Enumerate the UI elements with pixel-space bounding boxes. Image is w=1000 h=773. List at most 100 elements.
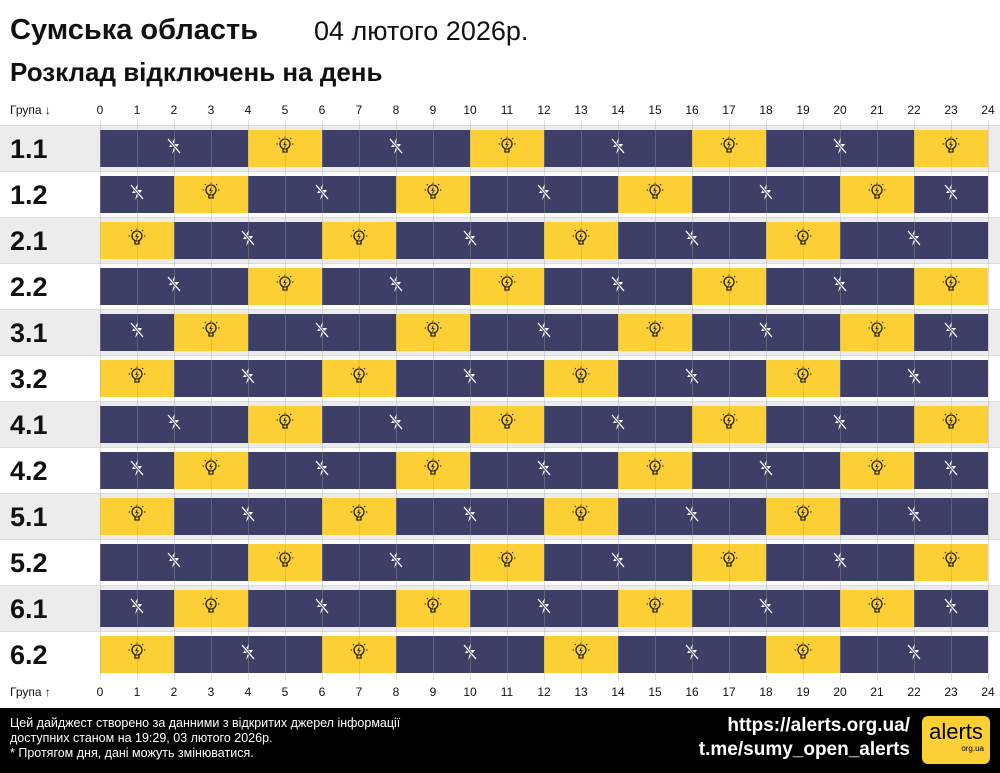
hour-tick-label: 20 (833, 103, 847, 117)
lightbulb-icon (867, 182, 887, 207)
power-off-segment (914, 590, 988, 627)
hour-tick-label: 1 (133, 103, 141, 117)
lightbulb-icon (941, 136, 961, 161)
power-off-segment (470, 452, 618, 489)
power-on-segment (544, 636, 618, 673)
hour-tick-label: 5 (281, 103, 289, 117)
group-label: 1.1 (10, 134, 48, 164)
power-on-segment (914, 544, 988, 581)
no-power-icon (758, 183, 774, 206)
group-label: 3.2 (10, 364, 48, 394)
lightbulb-icon (497, 412, 517, 437)
telegram-link[interactable]: t.me/sumy_open_alerts (698, 739, 910, 760)
power-off-segment (544, 544, 692, 581)
power-on-segment (470, 130, 544, 167)
group-row-3.2: 3.2 (0, 355, 1000, 401)
power-off-segment (470, 176, 618, 213)
power-on-segment (322, 360, 396, 397)
footer-note: Цей дайджест створено за данними з відкр… (10, 716, 401, 730)
power-on-segment (396, 176, 470, 213)
lightbulb-icon (571, 642, 591, 667)
lightbulb-icon (793, 366, 813, 391)
group-row-1.1: 1.1 (0, 125, 1000, 171)
region-title: Сумська область (10, 14, 259, 46)
hour-tick-label: 14 (611, 103, 625, 117)
power-off-segment (544, 268, 692, 305)
hour-tick-label: 19 (796, 103, 810, 117)
no-power-icon (684, 367, 700, 390)
power-off-segment (100, 176, 174, 213)
power-on-segment (100, 222, 174, 259)
no-power-icon (943, 183, 959, 206)
hour-gridline (285, 120, 286, 680)
hour-tick-label: 14 (611, 685, 625, 699)
power-on-segment (840, 314, 914, 351)
no-power-icon (832, 275, 848, 298)
power-off-segment (914, 176, 988, 213)
lightbulb-icon (275, 412, 295, 437)
no-power-icon (610, 413, 626, 436)
no-power-icon (462, 643, 478, 666)
lightbulb-icon (941, 412, 961, 437)
lightbulb-icon (349, 642, 369, 667)
hour-gridline (507, 120, 508, 680)
website-link[interactable]: https://alerts.org.ua/ (727, 715, 910, 736)
hour-tick-label: 20 (833, 685, 847, 699)
lightbulb-icon (645, 458, 665, 483)
no-power-icon (536, 321, 552, 344)
no-power-icon (943, 459, 959, 482)
power-on-segment (396, 590, 470, 627)
power-on-segment (914, 406, 988, 443)
power-on-segment (618, 452, 692, 489)
power-off-segment (766, 544, 914, 581)
hour-gridline (470, 120, 471, 680)
no-power-icon (758, 321, 774, 344)
lightbulb-icon (645, 182, 665, 207)
power-off-segment (322, 268, 470, 305)
hour-tick-label: 6 (318, 103, 326, 117)
power-on-segment (840, 452, 914, 489)
group-label: 4.1 (10, 410, 48, 440)
hour-gridline (988, 120, 989, 680)
lightbulb-icon (423, 596, 443, 621)
group-label: 5.2 (10, 548, 48, 578)
hour-tick-label: 8 (392, 103, 400, 117)
no-power-icon (166, 275, 182, 298)
hour-gridline (840, 120, 841, 680)
power-off-segment (840, 498, 988, 535)
hour-tick-label: 23 (944, 103, 958, 117)
alerts-logo: alerts org.ua (922, 716, 990, 764)
no-power-icon (388, 551, 404, 574)
group-label: 5.1 (10, 502, 48, 532)
lightbulb-icon (423, 182, 443, 207)
hour-gridline (692, 120, 693, 680)
no-power-icon (906, 505, 922, 528)
hour-tick-label: 3 (207, 685, 215, 699)
hour-gridline (914, 120, 915, 680)
lightbulb-icon (497, 550, 517, 575)
power-on-segment (470, 406, 544, 443)
power-off-segment (692, 590, 840, 627)
power-off-segment (174, 636, 322, 673)
hour-gridline (729, 120, 730, 680)
power-on-segment (248, 130, 322, 167)
lightbulb-icon (349, 504, 369, 529)
power-off-segment (100, 268, 248, 305)
no-power-icon (832, 413, 848, 436)
hour-tick-label: 1 (133, 685, 141, 699)
hour-gridline (877, 120, 878, 680)
no-power-icon (388, 275, 404, 298)
power-on-segment (100, 360, 174, 397)
power-off-segment (914, 314, 988, 351)
power-off-segment (766, 406, 914, 443)
lightbulb-icon (127, 504, 147, 529)
power-on-segment (766, 636, 840, 673)
power-off-segment (766, 130, 914, 167)
power-off-segment (396, 222, 544, 259)
group-row-2.2: 2.2 (0, 263, 1000, 309)
lightbulb-icon (201, 182, 221, 207)
lightbulb-icon (571, 228, 591, 253)
no-power-icon (536, 459, 552, 482)
group-row-2.1: 2.1 (0, 217, 1000, 263)
power-on-segment (100, 636, 174, 673)
